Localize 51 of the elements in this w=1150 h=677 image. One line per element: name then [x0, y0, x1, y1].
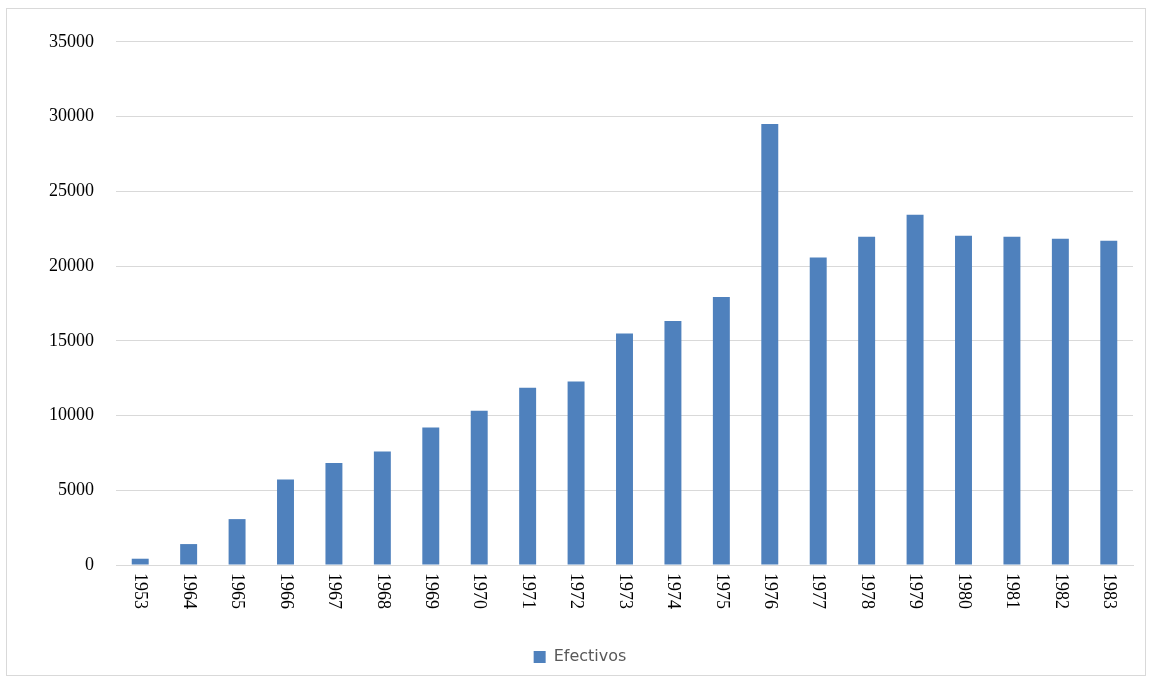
x-tick-label: 1973 — [615, 573, 636, 609]
y-tick-label: 20000 — [49, 254, 94, 275]
y-tick-label: 35000 — [49, 30, 94, 51]
x-tick-label: 1969 — [422, 573, 443, 609]
bar — [664, 321, 682, 565]
x-tick-label: 1975 — [712, 573, 733, 609]
x-tick-label: 1953 — [131, 573, 152, 609]
y-tick-label: 25000 — [49, 180, 94, 201]
bar — [277, 479, 294, 565]
x-tick-label: 1966 — [276, 573, 297, 609]
bar — [373, 451, 391, 565]
x-tick-label: 1967 — [325, 573, 346, 609]
x-tick-label: 1974 — [664, 573, 685, 609]
x-tick-label: 1964 — [179, 573, 200, 609]
bar — [1100, 240, 1118, 565]
x-tick-label: 1980 — [954, 573, 975, 609]
x-tick-label: 1983 — [1100, 573, 1121, 609]
y-tick-label: 10000 — [49, 404, 94, 425]
bar — [712, 297, 730, 565]
y-tick-label: 0 — [85, 553, 94, 574]
bar — [422, 427, 440, 565]
legend-label: Efectivos — [553, 646, 627, 666]
bar — [761, 124, 779, 565]
x-tick-label: 1968 — [373, 573, 394, 609]
x-tick-label: 1979 — [906, 573, 927, 609]
bar — [858, 236, 876, 565]
x-tick-label: 1965 — [228, 573, 249, 609]
x-tick-label: 1982 — [1051, 573, 1072, 609]
bar — [809, 257, 827, 565]
y-tick-label: 5000 — [58, 478, 94, 499]
bar — [228, 519, 246, 565]
bar — [955, 235, 972, 565]
x-tick-label: 1972 — [567, 573, 588, 609]
bar — [131, 558, 149, 565]
x-tick-label: 1978 — [857, 573, 878, 609]
bar — [519, 387, 537, 565]
bar — [616, 333, 633, 565]
bar — [906, 214, 924, 565]
x-tick-label: 1981 — [1003, 573, 1024, 609]
x-tick-label: 1976 — [761, 573, 782, 609]
x-tick-label: 1970 — [470, 573, 491, 609]
y-tick-label: 30000 — [49, 105, 94, 126]
x-tick-label: 1977 — [809, 573, 830, 609]
bar — [1051, 238, 1069, 565]
y-tick-label: 15000 — [49, 329, 94, 350]
bar — [470, 410, 488, 565]
x-tick-label: 1971 — [518, 573, 539, 609]
bar — [325, 462, 343, 565]
bar — [1003, 236, 1021, 565]
bar — [180, 544, 198, 565]
bar — [567, 381, 585, 565]
